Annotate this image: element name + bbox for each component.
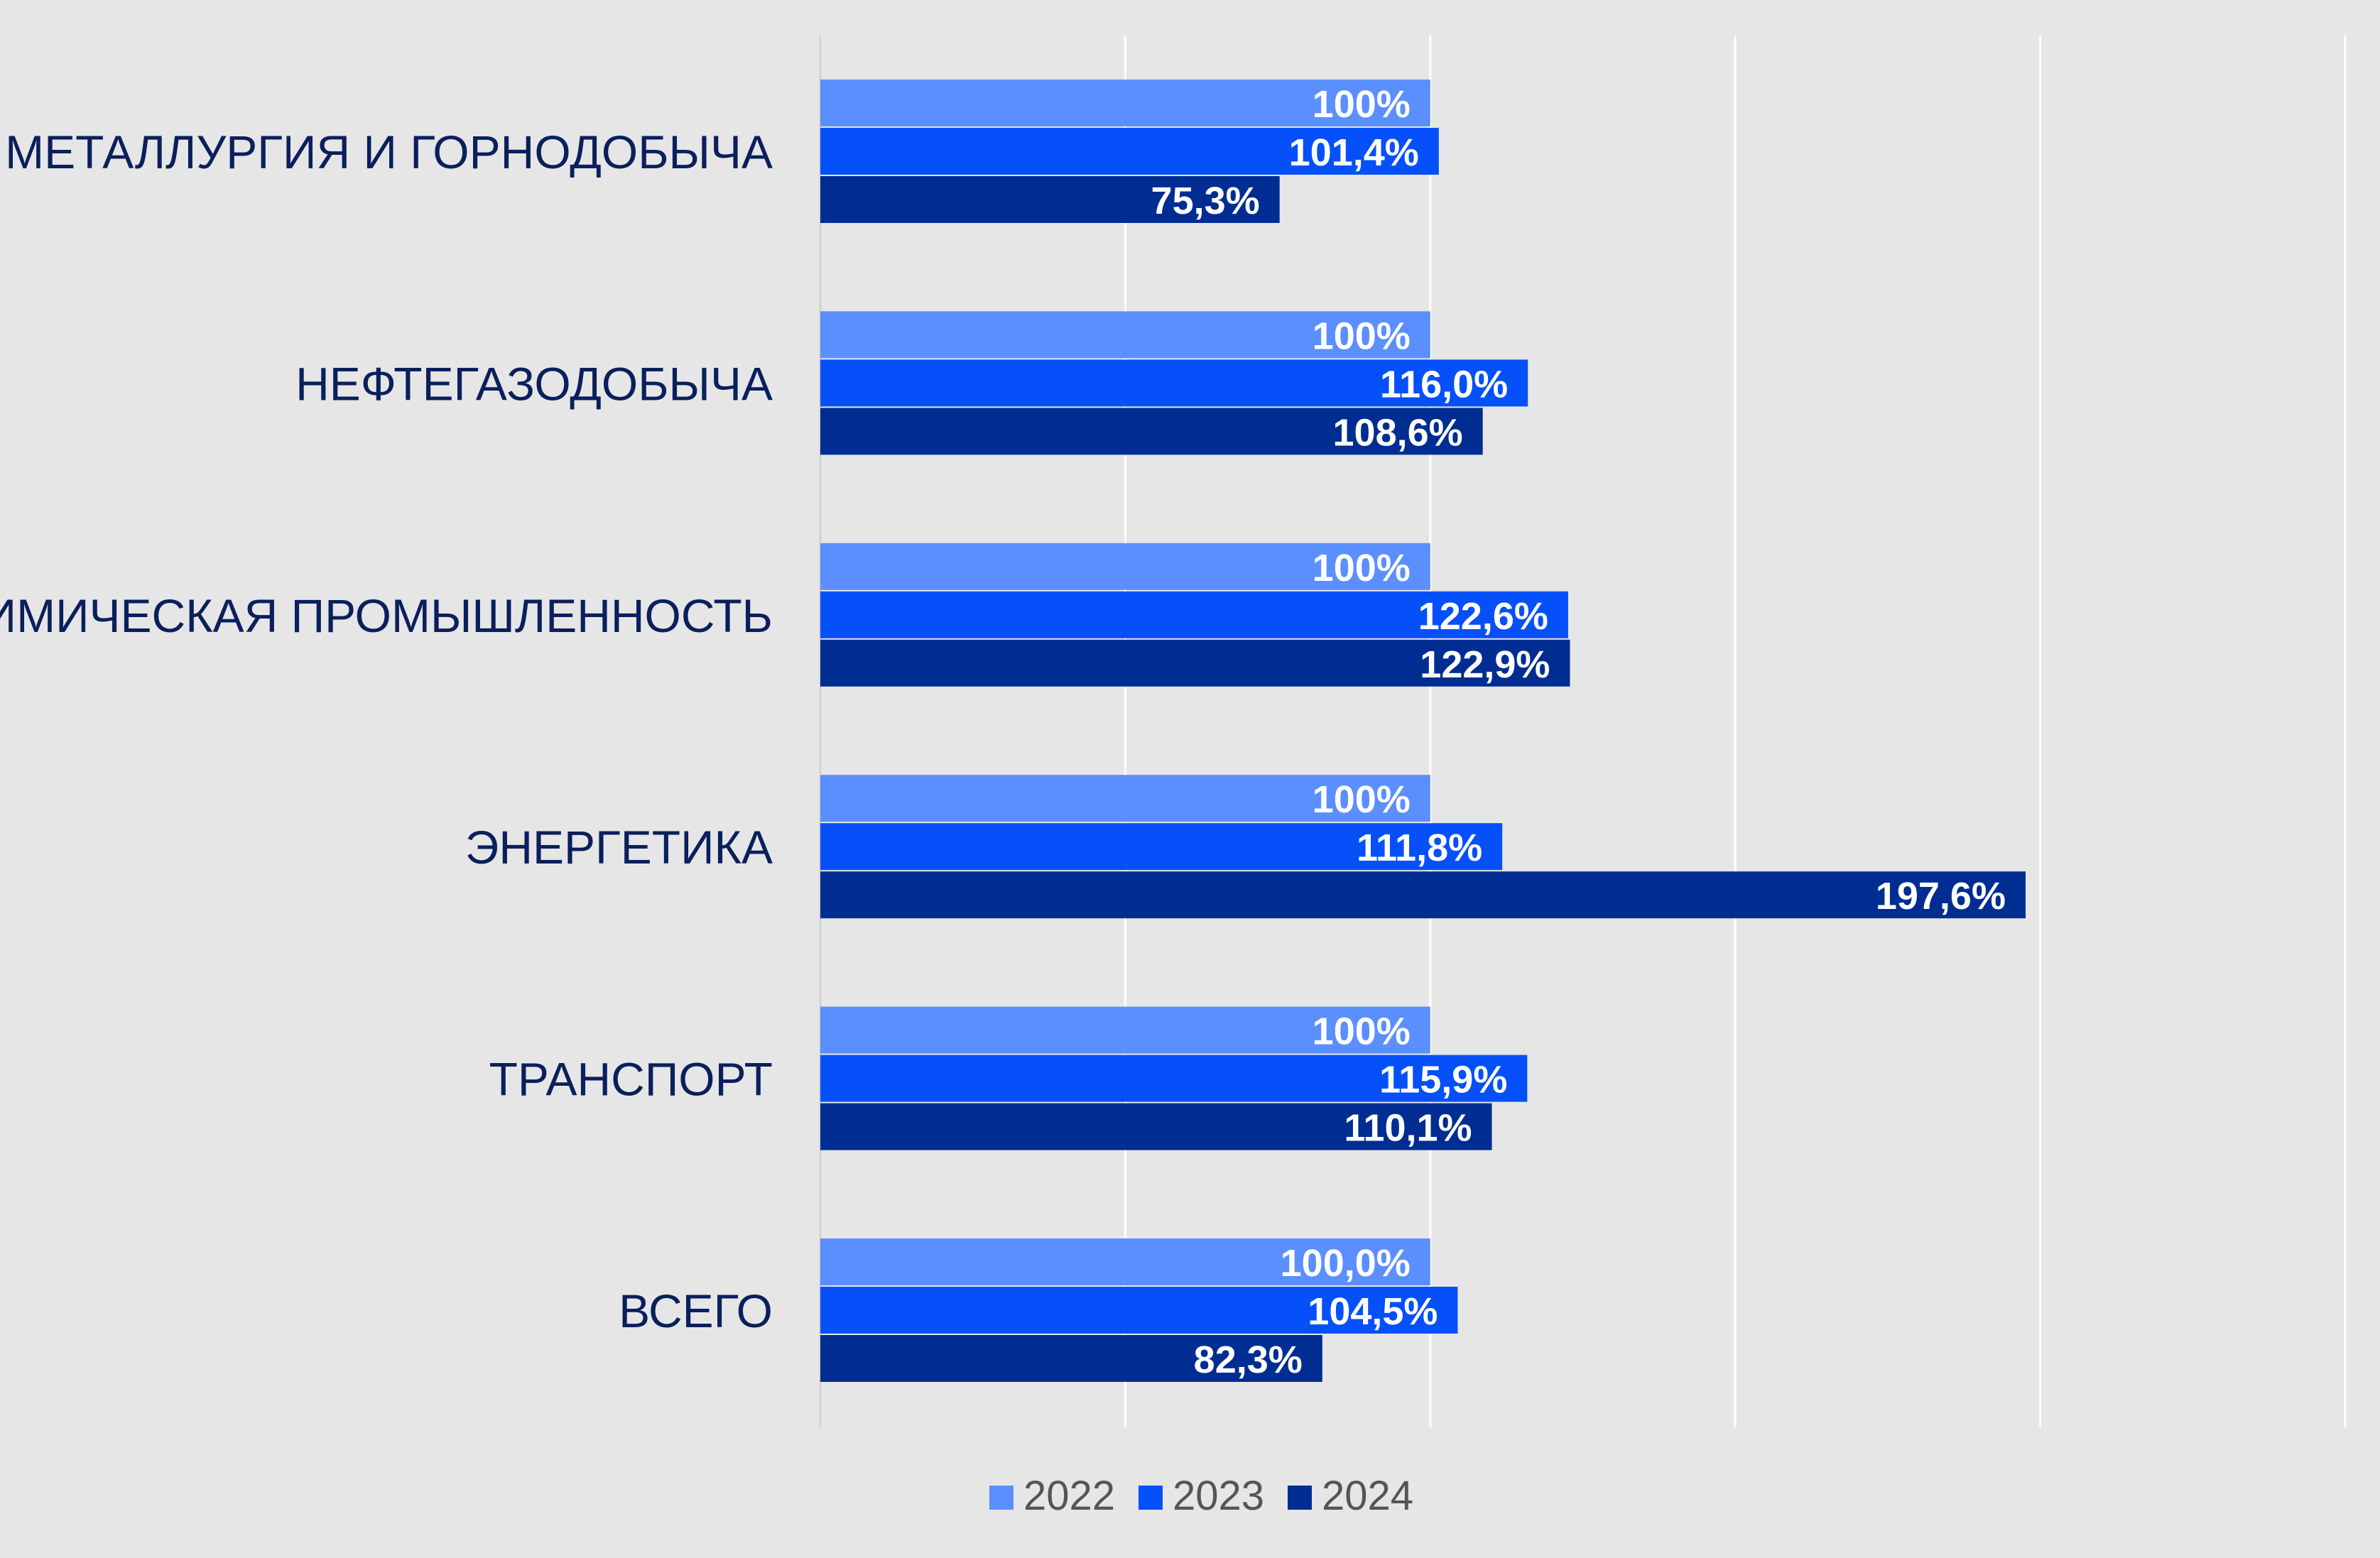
- data-label: 100%: [1313, 778, 1411, 821]
- data-label: 111,8%: [1357, 827, 1482, 869]
- category-label: ТРАНСПОРТ: [489, 1053, 773, 1106]
- bar-2023: [820, 128, 1439, 175]
- bars: [820, 80, 2026, 1382]
- data-label: 122,6%: [1418, 595, 1548, 638]
- data-label: 100%: [1313, 1010, 1411, 1053]
- legend-swatch-2024: [1288, 1486, 1312, 1510]
- bar-2022: [820, 80, 1430, 126]
- category-label: ХИМИЧЕСКАЯ ПРОМЫШЛЕННОСТЬ: [0, 589, 773, 642]
- bar-2023: [820, 1287, 1458, 1334]
- bar-2022: [820, 543, 1430, 590]
- data-label: 108,6%: [1333, 411, 1463, 454]
- bar-2022: [820, 1238, 1430, 1285]
- category-label: НЕФТЕГАЗОДОБЫЧА: [295, 357, 773, 410]
- data-label: 110,1%: [1344, 1107, 1472, 1150]
- legend-swatch-2022: [989, 1486, 1014, 1510]
- bar-2023: [820, 823, 1503, 871]
- data-label: 75,3%: [1151, 180, 1260, 222]
- legend-label: 2022: [1023, 1473, 1115, 1519]
- bar-2024: [820, 408, 1483, 455]
- legend-label: 2024: [1322, 1473, 1413, 1519]
- bar-2024: [820, 176, 1280, 223]
- bar-2022: [820, 1006, 1430, 1054]
- data-label: 100%: [1313, 547, 1411, 589]
- bar-2022: [820, 775, 1430, 822]
- bar-2023: [820, 359, 1528, 407]
- data-label: 122,9%: [1420, 643, 1550, 686]
- category-label: МЕТАЛЛУРГИЯ И ГОРНОДОБЫЧА: [5, 126, 773, 178]
- gridlines: [819, 36, 2347, 1427]
- data-label: 104,5%: [1308, 1290, 1438, 1333]
- bar-2024: [820, 871, 2026, 919]
- data-label: 100,0%: [1281, 1242, 1411, 1285]
- bar-2023: [820, 591, 1568, 638]
- data-label: 100%: [1313, 83, 1411, 126]
- bar-2024: [820, 1103, 1492, 1150]
- data-label: 116,0%: [1380, 363, 1508, 405]
- legend: 2022 2023 2024: [989, 1473, 1413, 1519]
- category-label: ВСЕГО: [619, 1285, 773, 1337]
- data-label: 197,6%: [1876, 875, 2006, 917]
- bar-2024: [820, 1335, 1322, 1382]
- data-label: 100%: [1313, 315, 1411, 357]
- data-label: 115,9%: [1379, 1059, 1507, 1101]
- bar-2022: [820, 311, 1430, 359]
- category-label: ЭНЕРГЕТИКА: [465, 821, 773, 873]
- category-labels: МЕТАЛЛУРГИЯ И ГОРНОДОБЫЧА НЕФТЕГАЗОДОБЫЧА…: [0, 126, 773, 1337]
- legend-label: 2023: [1173, 1473, 1264, 1519]
- data-label: 101,4%: [1289, 131, 1419, 174]
- data-label: 82,3%: [1194, 1339, 1303, 1381]
- legend-swatch-2023: [1139, 1486, 1163, 1510]
- data-labels: 100%101,4%75,3%100%116,0%108,6%100%122,6…: [1151, 83, 2006, 1381]
- bar-2023: [820, 1055, 1528, 1102]
- bar-2024: [820, 639, 1570, 687]
